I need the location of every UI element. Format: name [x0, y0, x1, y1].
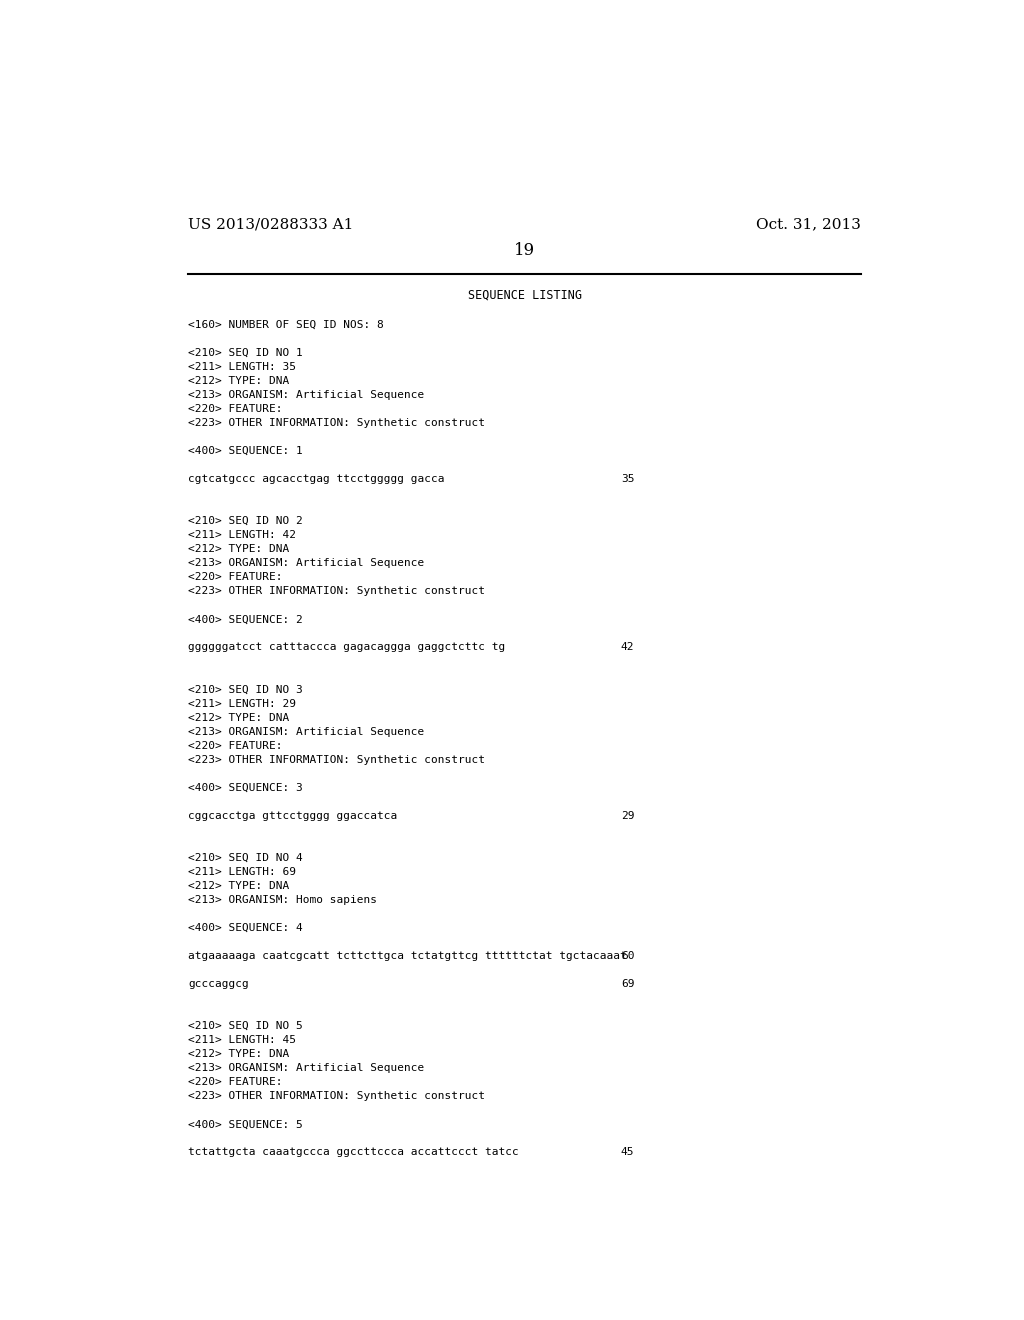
Text: 60: 60: [621, 950, 635, 961]
Text: Oct. 31, 2013: Oct. 31, 2013: [757, 218, 861, 231]
Text: <211> LENGTH: 42: <211> LENGTH: 42: [188, 531, 297, 540]
Text: <220> FEATURE:: <220> FEATURE:: [188, 404, 283, 414]
Text: <210> SEQ ID NO 2: <210> SEQ ID NO 2: [188, 516, 303, 527]
Text: <210> SEQ ID NO 3: <210> SEQ ID NO 3: [188, 685, 303, 694]
Text: cggcacctga gttcctgggg ggaccatca: cggcacctga gttcctgggg ggaccatca: [188, 810, 397, 821]
Text: <223> OTHER INFORMATION: Synthetic construct: <223> OTHER INFORMATION: Synthetic const…: [188, 1092, 485, 1101]
Text: <212> TYPE: DNA: <212> TYPE: DNA: [188, 713, 290, 722]
Text: <220> FEATURE:: <220> FEATURE:: [188, 741, 283, 751]
Text: <211> LENGTH: 35: <211> LENGTH: 35: [188, 362, 297, 372]
Text: <400> SEQUENCE: 3: <400> SEQUENCE: 3: [188, 783, 303, 793]
Text: <223> OTHER INFORMATION: Synthetic construct: <223> OTHER INFORMATION: Synthetic const…: [188, 418, 485, 428]
Text: <210> SEQ ID NO 1: <210> SEQ ID NO 1: [188, 348, 303, 358]
Text: <210> SEQ ID NO 4: <210> SEQ ID NO 4: [188, 853, 303, 863]
Text: tctattgcta caaatgccca ggccttccca accattccct tatcc: tctattgcta caaatgccca ggccttccca accattc…: [188, 1147, 519, 1158]
Text: atgaaaaaga caatcgcatt tcttcttgca tctatgttcg ttttttctat tgctacaaat: atgaaaaaga caatcgcatt tcttcttgca tctatgt…: [188, 950, 627, 961]
Text: <213> ORGANISM: Artificial Sequence: <213> ORGANISM: Artificial Sequence: [188, 558, 425, 568]
Text: <211> LENGTH: 45: <211> LENGTH: 45: [188, 1035, 297, 1045]
Text: <211> LENGTH: 69: <211> LENGTH: 69: [188, 867, 297, 876]
Text: 19: 19: [514, 242, 536, 259]
Text: <212> TYPE: DNA: <212> TYPE: DNA: [188, 544, 290, 554]
Text: SEQUENCE LISTING: SEQUENCE LISTING: [468, 289, 582, 301]
Text: <220> FEATURE:: <220> FEATURE:: [188, 1077, 283, 1088]
Text: <210> SEQ ID NO 5: <210> SEQ ID NO 5: [188, 1022, 303, 1031]
Text: <220> FEATURE:: <220> FEATURE:: [188, 573, 283, 582]
Text: 45: 45: [621, 1147, 635, 1158]
Text: <400> SEQUENCE: 1: <400> SEQUENCE: 1: [188, 446, 303, 455]
Text: <212> TYPE: DNA: <212> TYPE: DNA: [188, 1049, 290, 1059]
Text: <400> SEQUENCE: 2: <400> SEQUENCE: 2: [188, 614, 303, 624]
Text: <213> ORGANISM: Artificial Sequence: <213> ORGANISM: Artificial Sequence: [188, 389, 425, 400]
Text: <212> TYPE: DNA: <212> TYPE: DNA: [188, 376, 290, 385]
Text: 69: 69: [621, 979, 635, 989]
Text: <223> OTHER INFORMATION: Synthetic construct: <223> OTHER INFORMATION: Synthetic const…: [188, 586, 485, 597]
Text: <400> SEQUENCE: 4: <400> SEQUENCE: 4: [188, 923, 303, 933]
Text: gcccaggcg: gcccaggcg: [188, 979, 249, 989]
Text: <213> ORGANISM: Artificial Sequence: <213> ORGANISM: Artificial Sequence: [188, 726, 425, 737]
Text: 29: 29: [621, 810, 635, 821]
Text: <211> LENGTH: 29: <211> LENGTH: 29: [188, 698, 297, 709]
Text: <213> ORGANISM: Artificial Sequence: <213> ORGANISM: Artificial Sequence: [188, 1063, 425, 1073]
Text: 42: 42: [621, 643, 635, 652]
Text: ggggggatcct catttaccca gagacaggga gaggctcttc tg: ggggggatcct catttaccca gagacaggga gaggct…: [188, 643, 506, 652]
Text: <212> TYPE: DNA: <212> TYPE: DNA: [188, 880, 290, 891]
Text: <223> OTHER INFORMATION: Synthetic construct: <223> OTHER INFORMATION: Synthetic const…: [188, 755, 485, 764]
Text: <400> SEQUENCE: 5: <400> SEQUENCE: 5: [188, 1119, 303, 1130]
Text: <160> NUMBER OF SEQ ID NOS: 8: <160> NUMBER OF SEQ ID NOS: 8: [188, 319, 384, 330]
Text: 35: 35: [621, 474, 635, 484]
Text: <213> ORGANISM: Homo sapiens: <213> ORGANISM: Homo sapiens: [188, 895, 378, 906]
Text: US 2013/0288333 A1: US 2013/0288333 A1: [188, 218, 354, 231]
Text: cgtcatgccc agcacctgag ttcctggggg gacca: cgtcatgccc agcacctgag ttcctggggg gacca: [188, 474, 445, 484]
